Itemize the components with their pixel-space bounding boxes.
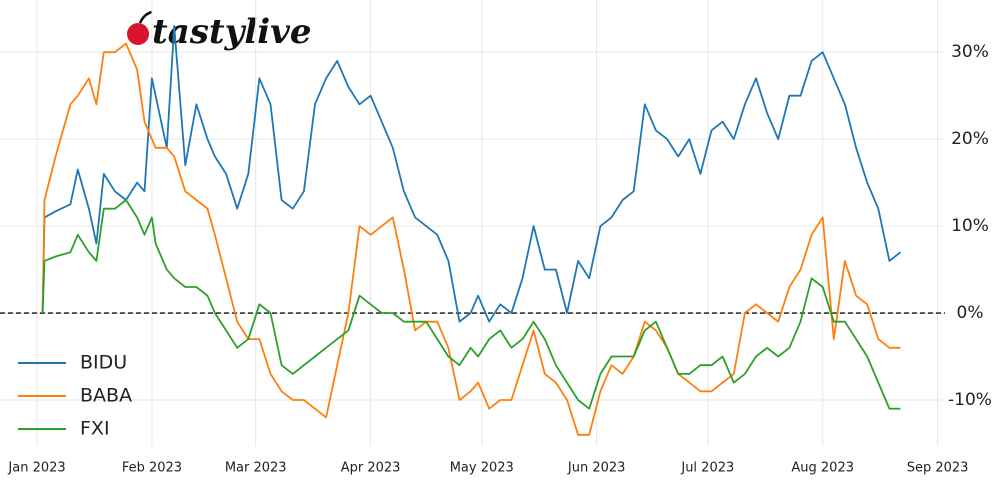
logo: tastylive bbox=[127, 10, 312, 52]
line bbox=[41, 42, 901, 436]
y-tick-label: 0% bbox=[957, 303, 984, 323]
x-tick-label: Apr 2023 bbox=[341, 461, 401, 476]
y-tick-label: 30% bbox=[951, 42, 989, 62]
x-tick-label: Mar 2023 bbox=[225, 461, 287, 476]
x-tick-label: Jul 2023 bbox=[680, 461, 734, 476]
logo-text: tastylive bbox=[152, 12, 312, 52]
x-tick-label: May 2023 bbox=[450, 461, 514, 476]
x-tick-label: Sep 2023 bbox=[907, 461, 969, 476]
logo-stem bbox=[138, 10, 153, 24]
x-tick-label: Feb 2023 bbox=[122, 461, 182, 476]
plot: -10% 0% 10% 20% 30% Jan 2023 Feb 2023 Mar 2023 A… bbox=[0, 0, 992, 476]
x-tick-label: Aug 2023 bbox=[791, 461, 854, 476]
line bbox=[41, 199, 901, 410]
x-tick-label: Jan 2023 bbox=[7, 461, 65, 476]
y-tick-label: -10% bbox=[948, 390, 992, 410]
legend-label: BABA bbox=[80, 385, 132, 407]
legend-label: FXI bbox=[80, 418, 110, 440]
legend-label: BIDU bbox=[80, 352, 127, 374]
y-tick-label: 20% bbox=[951, 129, 989, 149]
line bbox=[41, 25, 902, 323]
logo-cherry bbox=[127, 23, 149, 45]
y-tick-label: 10% bbox=[951, 216, 989, 236]
x-tick-label: Jun 2023 bbox=[567, 461, 626, 476]
